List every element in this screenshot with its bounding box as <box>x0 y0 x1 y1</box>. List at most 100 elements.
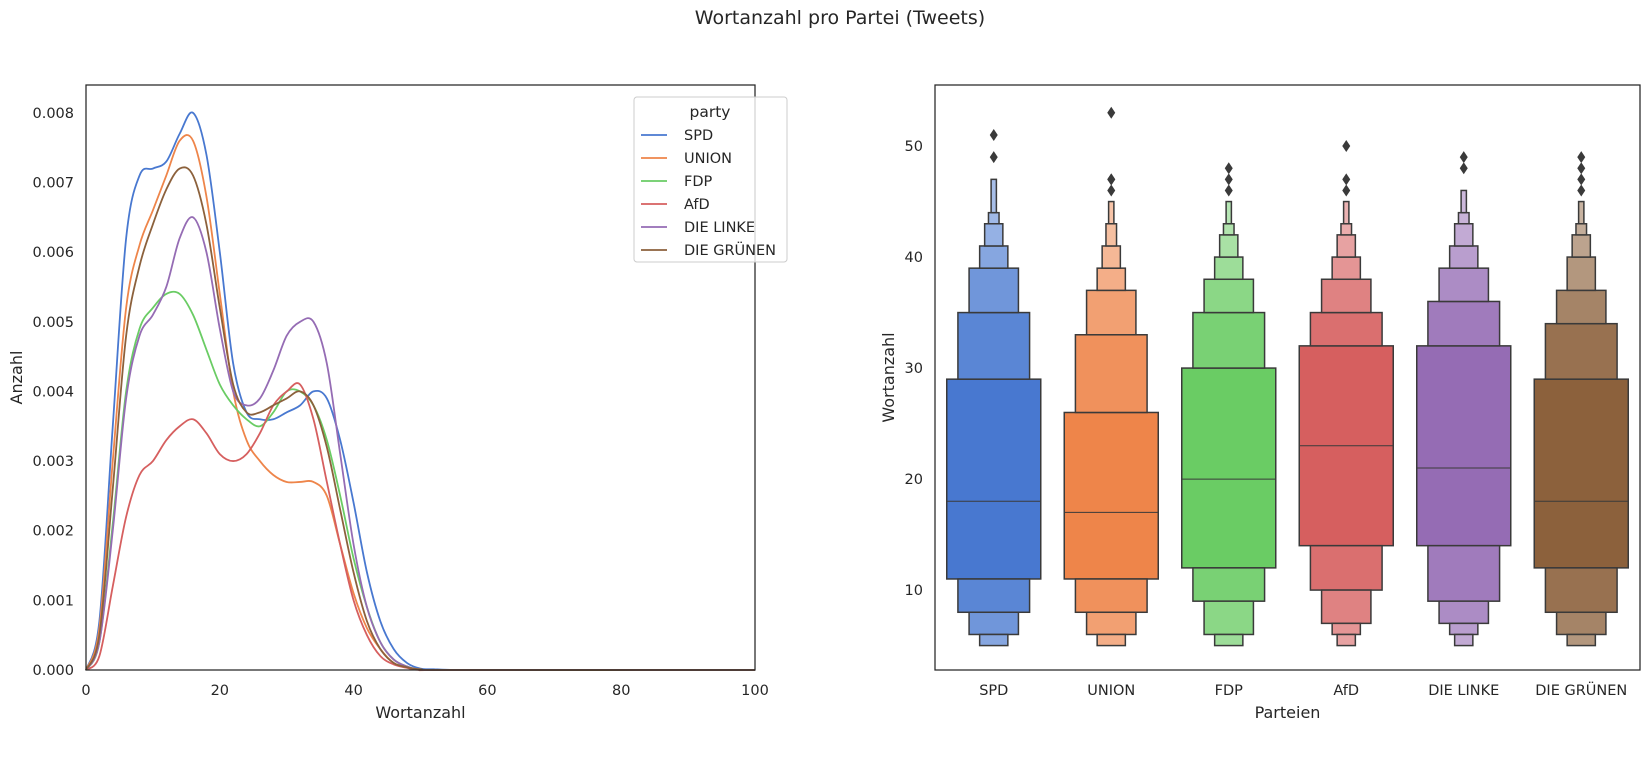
boxen-x-tick-spd: SPD <box>979 683 1008 699</box>
boxen-outlier-afd <box>1342 184 1351 197</box>
boxen-outlier-die-gruenen <box>1577 184 1586 197</box>
kde-axes-frame <box>85 84 756 671</box>
boxen-x-tick-die-linke: DIE LINKE <box>1428 683 1499 699</box>
boxen-axes-frame <box>934 84 1641 671</box>
boxen-box-die-linke-level-1 <box>1416 345 1512 547</box>
boxen-x-tick-union: UNION <box>1087 683 1135 699</box>
boxen-box-die-linke-level-5-upper <box>1453 223 1474 247</box>
kde-line-die-linke <box>85 216 756 671</box>
boxen-box-afd-level-2-upper <box>1309 311 1383 347</box>
boxen-outlier-union <box>1107 106 1116 119</box>
boxen-box-fdp-level-6-upper <box>1222 223 1235 236</box>
boxen-y-axis-label: Wortanzahl <box>879 332 898 422</box>
boxen-box-die-linke-level-2-lower <box>1427 544 1501 602</box>
boxen-box-union-level-7-upper <box>1107 200 1115 225</box>
boxen-panel: SPD UNION FDP AfD DIE LINKE DIE GRÜNEN 10 20 30… <box>879 84 1641 722</box>
boxen-group-die-gruenen <box>1533 151 1629 647</box>
boxen-x-tick-fdp: FDP <box>1215 683 1244 699</box>
kde-y-tick-label: 0.000 <box>32 663 74 679</box>
kde-panel: 0 20 40 60 80 100 0.0000.0010.0020.0030.0040.… <box>7 84 788 722</box>
kde-x-ticks: 0 20 40 60 80 100 <box>81 683 768 699</box>
boxen-x-tick-afd: AfD <box>1333 683 1359 699</box>
legend-label-die-gruenen: DIE GRÜNEN <box>684 241 776 259</box>
boxen-box-die-gruenen-level-1 <box>1533 378 1629 569</box>
boxen-box-union-level-4-lower <box>1096 633 1127 647</box>
legend-label-afd: AfD <box>684 197 710 213</box>
boxen-box-spd-level-3-upper <box>968 267 1020 314</box>
boxen-box-spd-level-2-lower <box>957 578 1031 614</box>
boxen-box-fdp-level-3-lower <box>1203 600 1255 636</box>
boxen-box-afd-level-3-lower <box>1320 589 1372 625</box>
kde-x-tick-label: 0 <box>81 683 90 699</box>
boxen-box-afd-level-5-lower <box>1336 633 1357 647</box>
boxen-box-fdp-level-7-upper <box>1225 200 1233 225</box>
boxen-box-die-gruenen-level-6-upper <box>1575 223 1588 236</box>
boxen-box-afd-level-4-lower <box>1331 622 1362 636</box>
boxen-outlier-spd <box>989 151 998 164</box>
boxen-box-die-linke-level-6-upper <box>1457 211 1470 225</box>
boxen-marks <box>946 106 1629 647</box>
kde-y-tick-label: 0.007 <box>32 176 74 192</box>
boxen-outlier-die-gruenen <box>1577 151 1586 164</box>
boxen-box-fdp-level-2-upper <box>1192 311 1266 369</box>
boxen-outlier-die-gruenen <box>1577 173 1586 186</box>
boxen-box-die-linke-level-2-upper <box>1427 300 1501 347</box>
boxen-box-union-level-5-upper <box>1101 245 1122 269</box>
boxen-outlier-union <box>1107 173 1116 186</box>
legend-label-die-linke: DIE LINKE <box>684 220 755 236</box>
kde-x-tick-label: 40 <box>344 683 362 699</box>
legend-label-spd: SPD <box>684 128 713 144</box>
boxen-y-tick-label: 50 <box>905 139 923 155</box>
kde-x-axis-label: Wortanzahl <box>375 703 465 722</box>
boxen-box-spd-level-6-upper <box>987 211 1000 225</box>
boxen-box-union-level-3-lower <box>1085 611 1137 636</box>
boxen-box-union-level-3-upper <box>1085 289 1137 336</box>
legend-title: party <box>690 103 731 121</box>
legend-entries: SPD UNION FDP AfD DIE LINKE DIE GRÜNEN <box>641 128 776 259</box>
boxen-box-die-gruenen-level-4-lower <box>1566 633 1597 647</box>
boxen-box-union-level-2-upper <box>1074 334 1148 414</box>
boxen-group-afd <box>1298 140 1394 647</box>
boxen-box-die-gruenen-level-7-upper <box>1577 200 1585 225</box>
figure-title: Wortanzahl pro Partei (Tweets) <box>695 7 985 29</box>
boxen-outlier-spd <box>989 128 998 141</box>
boxen-y-tick-label: 20 <box>905 472 923 488</box>
boxen-outlier-afd <box>1342 140 1351 153</box>
boxen-x-axis-label: Parteien <box>1255 703 1321 722</box>
boxen-outlier-fdp <box>1224 184 1233 197</box>
boxen-x-tick-die-gruenen: DIE GRÜNEN <box>1535 681 1627 699</box>
legend-label-fdp: FDP <box>684 174 713 190</box>
boxen-box-spd-level-5-upper <box>983 223 1004 247</box>
boxen-box-afd-level-4-upper <box>1331 256 1362 281</box>
boxen-box-die-linke-level-3-upper <box>1438 267 1490 303</box>
kde-line-die-gruenen <box>85 166 756 671</box>
boxen-box-fdp-level-4-lower <box>1213 633 1244 647</box>
boxen-box-fdp-level-1 <box>1181 367 1277 569</box>
boxen-box-fdp-level-2-lower <box>1192 567 1266 602</box>
kde-y-tick-label: 0.002 <box>32 524 74 540</box>
boxen-box-spd-level-4-lower <box>978 633 1009 647</box>
boxen-box-afd-level-2-lower <box>1309 544 1383 591</box>
kde-y-tick-label: 0.008 <box>32 106 74 122</box>
boxen-box-die-gruenen-level-3-lower <box>1555 611 1607 636</box>
kde-x-tick-label: 60 <box>478 683 496 699</box>
boxen-box-fdp-level-4-upper <box>1213 256 1244 281</box>
kde-line-spd <box>85 111 755 671</box>
boxen-box-afd-level-6-upper <box>1340 223 1353 236</box>
boxen-outlier-fdp <box>1224 162 1233 175</box>
boxen-box-spd-level-2-upper <box>957 311 1031 380</box>
kde-y-tick-label: 0.001 <box>32 593 74 609</box>
kde-lines <box>85 111 756 672</box>
boxen-box-union-level-1 <box>1063 411 1159 580</box>
boxen-box-die-gruenen-level-2-lower <box>1544 567 1618 614</box>
boxen-box-union-level-6-upper <box>1105 223 1118 247</box>
kde-legend: party SPD UNION FDP AfD DIE LINKE DIE GRÜNEN <box>633 96 788 263</box>
boxen-box-spd-level-3-lower <box>968 611 1020 636</box>
boxen-outlier-union <box>1107 184 1116 197</box>
kde-y-tick-label: 0.006 <box>32 245 74 261</box>
boxen-x-ticks: SPD UNION FDP AfD DIE LINKE DIE GRÜNEN <box>979 681 1627 699</box>
boxen-box-spd-level-1 <box>946 378 1042 580</box>
kde-line-afd <box>85 382 755 672</box>
boxen-group-die-linke <box>1416 151 1512 647</box>
